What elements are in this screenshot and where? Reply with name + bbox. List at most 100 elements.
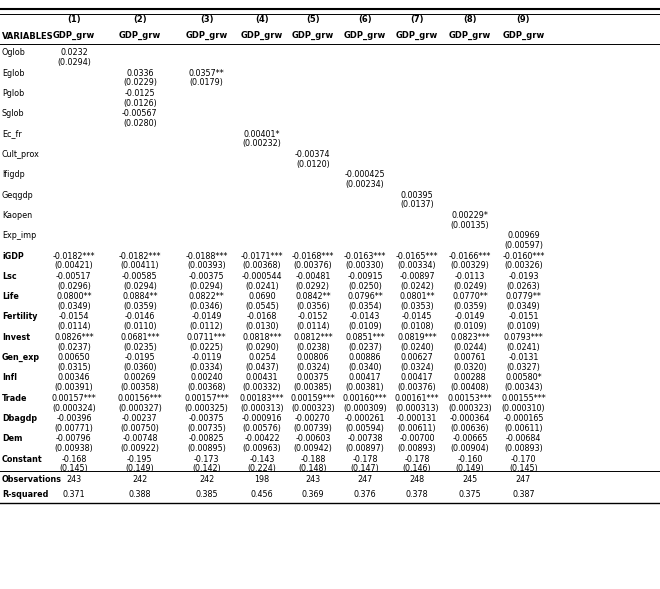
Text: Pglob: Pglob [2, 89, 24, 98]
Text: (0.00893): (0.00893) [398, 444, 436, 453]
Text: (0.00897): (0.00897) [346, 444, 384, 453]
Text: GDP_grw: GDP_grw [449, 31, 491, 40]
Text: 0.00153***: 0.00153*** [447, 393, 492, 403]
Text: 0.0800**: 0.0800** [56, 292, 92, 301]
Text: (0.0292): (0.0292) [296, 282, 330, 290]
Text: (0.000325): (0.000325) [185, 403, 228, 412]
Text: R-squared: R-squared [2, 490, 48, 499]
Text: Trade: Trade [2, 393, 28, 403]
Text: 247: 247 [515, 475, 531, 484]
Text: -0.0131: -0.0131 [508, 353, 539, 362]
Text: (7): (7) [411, 15, 424, 24]
Text: -0.00665: -0.00665 [452, 434, 488, 444]
Text: -0.0182***: -0.0182*** [119, 252, 161, 260]
Text: -0.170: -0.170 [511, 455, 536, 464]
Text: (0.0235): (0.0235) [123, 343, 157, 352]
Text: (0.000323): (0.000323) [291, 403, 335, 412]
Text: (0.000309): (0.000309) [343, 403, 387, 412]
Text: (0.0545): (0.0545) [245, 302, 279, 311]
Text: 242: 242 [132, 475, 148, 484]
Text: 0.00159***: 0.00159*** [290, 393, 335, 403]
Text: 0.371: 0.371 [63, 490, 85, 499]
Text: 0.388: 0.388 [129, 490, 151, 499]
Text: (0.00330): (0.00330) [346, 262, 384, 270]
Text: (0.146): (0.146) [403, 465, 432, 474]
Text: (0.00922): (0.00922) [120, 444, 160, 453]
Text: VARIABLES: VARIABLES [2, 32, 53, 41]
Text: 0.0822**: 0.0822** [189, 292, 224, 301]
Text: 0.0826***: 0.0826*** [54, 333, 94, 342]
Text: (0.0360): (0.0360) [123, 363, 156, 372]
Text: 0.0357**: 0.0357** [189, 68, 224, 78]
Text: 247: 247 [357, 475, 373, 484]
Text: -0.000364: -0.000364 [449, 414, 490, 423]
Text: -0.00237: -0.00237 [122, 414, 158, 423]
Text: (8): (8) [463, 15, 477, 24]
Text: -0.00603: -0.00603 [295, 434, 331, 444]
Text: 0.00627: 0.00627 [401, 353, 434, 362]
Text: (0.000310): (0.000310) [502, 403, 545, 412]
Text: (0.00376): (0.00376) [398, 383, 436, 392]
Text: (0.0320): (0.0320) [453, 363, 487, 372]
Text: -0.0145: -0.0145 [402, 312, 432, 322]
Text: 242: 242 [199, 475, 214, 484]
Text: (0.0241): (0.0241) [506, 343, 541, 352]
Text: 0.00288: 0.00288 [453, 373, 486, 382]
Text: (0.00735): (0.00735) [187, 424, 226, 433]
Text: (0.00421): (0.00421) [55, 262, 93, 270]
Text: Observations: Observations [2, 475, 62, 484]
Text: 0.0851***: 0.0851*** [345, 333, 385, 342]
Text: (0.0225): (0.0225) [189, 343, 224, 352]
Text: 0.456: 0.456 [251, 490, 273, 499]
Text: (0.00942): (0.00942) [294, 444, 332, 453]
Text: 0.0796**: 0.0796** [347, 292, 383, 301]
Text: (0.0349): (0.0349) [506, 302, 541, 311]
Text: -0.00375: -0.00375 [189, 272, 224, 281]
Text: (0.00326): (0.00326) [504, 262, 543, 270]
Text: (0.0354): (0.0354) [348, 302, 382, 311]
Text: (6): (6) [358, 15, 372, 24]
Text: (0.0114): (0.0114) [57, 322, 90, 331]
Text: -0.000261: -0.000261 [345, 414, 385, 423]
Text: (0.0120): (0.0120) [296, 160, 330, 168]
Text: (0.0126): (0.0126) [123, 99, 157, 108]
Text: 0.00157***: 0.00157*** [184, 393, 229, 403]
Text: (0.0280): (0.0280) [123, 119, 157, 128]
Text: -0.143: -0.143 [249, 455, 275, 464]
Text: Exp_imp: Exp_imp [2, 231, 36, 240]
Text: (0.0340): (0.0340) [348, 363, 381, 372]
Text: (0.0237): (0.0237) [57, 343, 91, 352]
Text: 0.00401*: 0.00401* [244, 130, 280, 138]
Text: -0.00375: -0.00375 [189, 414, 224, 423]
Text: (5): (5) [306, 15, 319, 24]
Text: 0.0770**: 0.0770** [452, 292, 488, 301]
Text: (0.000323): (0.000323) [448, 403, 492, 412]
Text: 0.0690: 0.0690 [248, 292, 276, 301]
Text: (0.00393): (0.00393) [187, 262, 226, 270]
Text: Dem: Dem [2, 434, 22, 444]
Text: (0.0242): (0.0242) [400, 282, 434, 290]
Text: 0.0254: 0.0254 [248, 353, 276, 362]
Text: 245: 245 [462, 475, 478, 484]
Text: 0.369: 0.369 [302, 490, 324, 499]
Text: (0.00391): (0.00391) [55, 383, 93, 392]
Text: (0.00368): (0.00368) [243, 262, 281, 270]
Text: -0.00517: -0.00517 [56, 272, 92, 281]
Text: 0.00155***: 0.00155*** [501, 393, 546, 403]
Text: (0.0324): (0.0324) [400, 363, 434, 372]
Text: 0.376: 0.376 [354, 490, 376, 499]
Text: 243: 243 [67, 475, 81, 484]
Text: Life: Life [2, 292, 19, 301]
Text: (0.0315): (0.0315) [57, 363, 91, 372]
Text: (0.00904): (0.00904) [451, 444, 489, 453]
Text: (0.00232): (0.00232) [243, 140, 281, 148]
Text: -0.188: -0.188 [300, 455, 325, 464]
Text: (0.0290): (0.0290) [245, 343, 279, 352]
Text: 0.00806: 0.00806 [296, 353, 329, 362]
Text: (0.0263): (0.0263) [506, 282, 541, 290]
Text: -0.00422: -0.00422 [244, 434, 280, 444]
Text: 0.00417: 0.00417 [348, 373, 381, 382]
Text: 0.00346: 0.00346 [57, 373, 90, 382]
Text: -0.0113: -0.0113 [455, 272, 485, 281]
Text: (0.0237): (0.0237) [348, 343, 382, 352]
